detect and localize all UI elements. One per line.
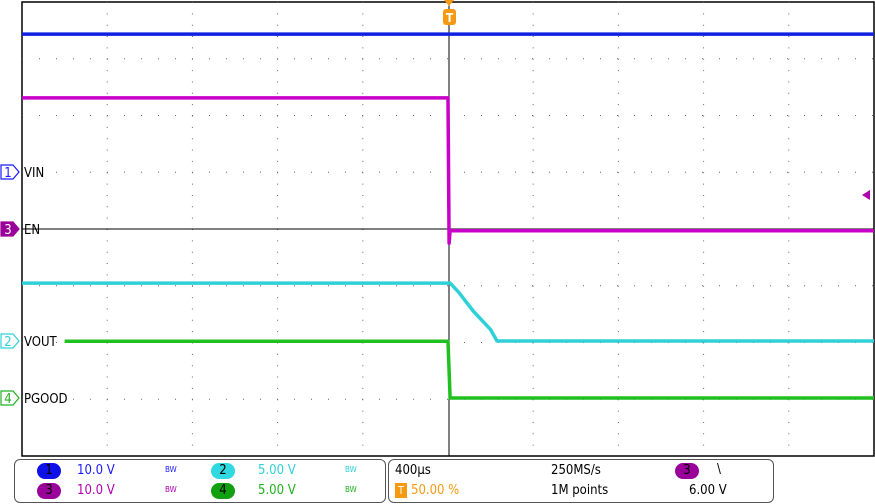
timebase-trigger-panel[interactable]: 400µs 250MS/s 3 \ T 50.00 % 1M points 6.… xyxy=(388,459,774,503)
oscilloscope-display: 1 VIN 2 VOUT 3 EN 4 PGOOD T xyxy=(0,0,875,457)
time-per-div: 400µs xyxy=(395,463,431,478)
trigger-position-icon: T xyxy=(395,483,407,498)
channel-1-marker-number: 1 xyxy=(4,166,11,181)
trace-vout xyxy=(22,281,874,343)
trigger-position-marker-icon xyxy=(443,9,456,25)
trigger-position-arrow-icon xyxy=(444,0,454,6)
channel-3-bw-limit: BW xyxy=(165,485,177,494)
waveforms xyxy=(22,32,874,400)
channel-4-badge[interactable]: 4 xyxy=(211,483,235,499)
trigger-source-badge[interactable]: 3 xyxy=(675,463,699,479)
channel-3-label: EN xyxy=(24,223,40,238)
channel-4-marker-number: 4 xyxy=(4,392,11,407)
channel-2-marker xyxy=(0,333,20,349)
channel-1-badge[interactable]: 1 xyxy=(37,463,61,479)
channel-2-scale: 5.00 V xyxy=(258,463,296,478)
trigger-level-marker-icon xyxy=(862,189,870,200)
channel-3-marker xyxy=(0,221,20,237)
channel-4-scale: 5.00 V xyxy=(258,483,296,498)
trigger-slope-icon: \ xyxy=(717,462,721,477)
trigger-level: 6.00 V xyxy=(689,483,727,498)
channel-markers: 1 VIN 2 VOUT 3 EN 4 PGOOD T xyxy=(0,0,870,407)
channel-1-bw-limit: BW xyxy=(165,465,177,474)
record-length: 1M points xyxy=(551,483,609,498)
channel-3-marker-number: 3 xyxy=(4,223,11,238)
channel-3-scale: 10.0 V xyxy=(77,483,115,498)
sample-rate: 250MS/s xyxy=(551,463,601,478)
channel-settings-panel[interactable]: 1 10.0 V BW 2 5.00 V BW 3 10.0 V BW 4 5.… xyxy=(14,459,386,503)
trace-en xyxy=(22,96,874,245)
channel-1-label: VIN xyxy=(24,166,44,181)
trigger-position: 50.00 % xyxy=(411,483,460,498)
channel-2-marker-number: 2 xyxy=(4,335,11,350)
channel-4-marker xyxy=(0,390,20,406)
channel-3-badge[interactable]: 3 xyxy=(37,483,61,499)
channel-2-badge[interactable]: 2 xyxy=(211,463,235,479)
channel-1-marker xyxy=(0,164,20,180)
channel-2-label: VOUT xyxy=(24,335,58,350)
channel-2-bw-limit: BW xyxy=(345,465,357,474)
channel-1-scale: 10.0 V xyxy=(77,463,115,478)
channel-4-label: PGOOD xyxy=(24,392,68,407)
trace-pgood xyxy=(64,339,874,400)
trigger-position-marker-letter: T xyxy=(446,11,454,25)
channel-4-bw-limit: BW xyxy=(345,485,357,494)
